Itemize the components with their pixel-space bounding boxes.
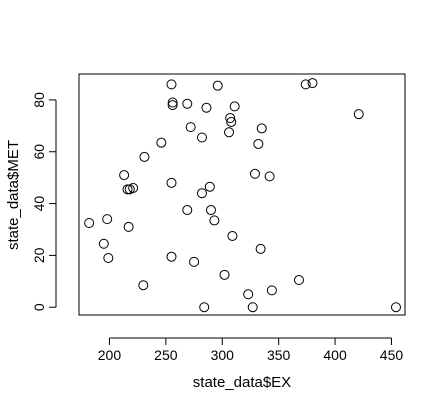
plot-box [78,73,406,316]
data-point [249,168,260,179]
data-point [300,79,311,90]
data-point [166,79,177,90]
data-point [196,188,207,199]
data-point [212,80,223,91]
x-tick-label: 250 [154,347,178,363]
data-point [122,184,133,195]
data-point [224,127,235,138]
data-point [182,205,193,216]
data-point [243,289,254,300]
data-point [229,101,240,112]
data-point [201,102,212,113]
data-point [119,170,130,181]
x-tick-label: 200 [98,347,122,363]
data-point [84,218,95,229]
data-point [123,221,134,232]
data-point [255,243,266,254]
data-point [293,275,304,286]
data-point [166,177,177,188]
y-tick-label: 0 [31,303,47,311]
data-point [167,97,178,108]
x-tick-label: 400 [323,347,347,363]
data-point [98,238,109,249]
data-point [307,78,318,89]
data-point [196,132,207,143]
data-point [138,280,149,291]
data-point [226,116,237,127]
data-point [204,181,215,192]
data-point [390,302,401,313]
x-axis-title: state_data$EX [193,374,291,391]
y-tick-label: 20 [31,247,47,263]
data-point [253,138,264,149]
x-tick-label: 300 [211,347,235,363]
data-point [167,100,178,111]
data-point [353,109,364,120]
data-point [156,137,167,148]
data-point [264,171,275,182]
data-point [128,183,139,194]
data-point [103,252,114,263]
x-tick-label: 350 [267,347,291,363]
y-axis: 0 20 40 60 80 [31,92,57,311]
data-point [247,302,258,313]
y-tick-label: 40 [31,196,47,212]
data-point [139,151,150,162]
y-axis-title: state_data$MET [5,140,22,250]
data-point [219,269,230,280]
data-point [166,251,177,262]
data-point [199,302,210,313]
data-point [209,215,220,226]
data-point [266,285,277,296]
data-point [256,123,267,134]
data-point [185,122,196,133]
x-axis: 200 250 300 350 400 450 [98,337,404,363]
data-point [102,214,113,225]
x-tick-label: 450 [380,347,404,363]
data-point [225,113,236,124]
data-point [227,230,238,241]
data-point [189,256,200,267]
data-point [182,98,193,109]
data-points [84,78,401,313]
y-tick-label: 60 [31,144,47,160]
data-point [205,205,216,216]
y-tick-label: 80 [31,92,47,108]
